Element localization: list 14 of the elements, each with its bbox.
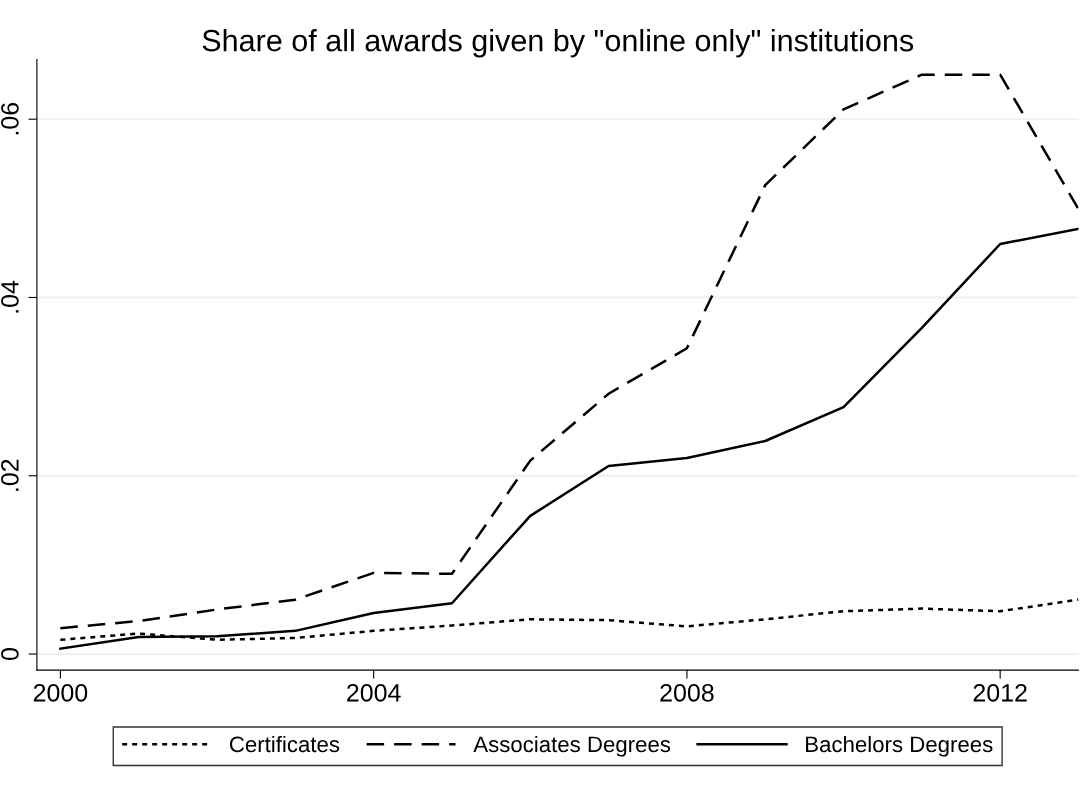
- y-tick-label: .04: [1, 280, 19, 313]
- x-tick-label: 2012: [973, 683, 1027, 702]
- chart-title: Share of all awards given by "online only" institutions: [202, 29, 914, 58]
- y-tick-label: .02: [1, 459, 19, 491]
- legend-label: Bachelors Degrees: [806, 735, 993, 757]
- x-tick-label: 2008: [660, 683, 714, 702]
- y-tick-label: .06: [1, 102, 19, 135]
- legend-label: Associates Degrees: [473, 735, 671, 757]
- y-tick-label: 0: [1, 648, 19, 661]
- x-tick-label: 2004: [347, 683, 401, 702]
- line-series: [59, 73, 1079, 630]
- x-tick-label: 2000: [33, 683, 88, 702]
- line-series: [59, 227, 1079, 650]
- legend-label: Certificates: [229, 735, 340, 753]
